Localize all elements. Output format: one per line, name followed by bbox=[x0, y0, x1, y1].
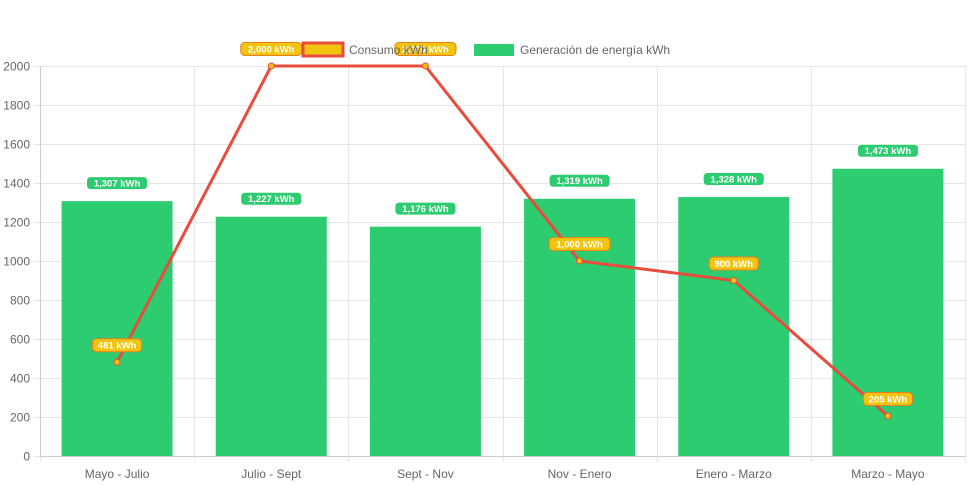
line-data-label: 1,000 kWh bbox=[556, 239, 603, 250]
line-data-label-bg bbox=[862, 392, 914, 407]
bar bbox=[832, 168, 944, 456]
bar-data-label-bg bbox=[86, 176, 149, 191]
line-point bbox=[267, 62, 275, 70]
line-point bbox=[884, 412, 892, 420]
y-tick-label: 2000 bbox=[3, 60, 30, 74]
line-data-label-bg bbox=[394, 42, 457, 56]
line-data-label: 2,000 kWh bbox=[248, 44, 295, 55]
bar bbox=[678, 197, 790, 457]
bar bbox=[61, 201, 173, 456]
data-labels: 1,307 kWh 1,227 kWh 1,176 kWh 1,319 kWh 1,32… bbox=[86, 42, 919, 407]
y-tick-label: 1400 bbox=[3, 177, 30, 191]
x-tick-label: Marzo - Mayo bbox=[851, 467, 925, 481]
y-tick-label: 600 bbox=[10, 333, 30, 347]
y-tick-label: 1600 bbox=[3, 138, 30, 152]
line-data-label-bg bbox=[91, 338, 143, 353]
line-data-label-bg bbox=[708, 256, 759, 271]
x-tick-label: Sept - Nov bbox=[397, 467, 454, 481]
line-data-label-bg bbox=[548, 237, 611, 251]
bar bbox=[369, 226, 481, 456]
bar-data-label: 1,176 kWh bbox=[402, 204, 449, 215]
chart-axes: 0 200 400 600 800 1000 1200 1400 1600 1800 2000 May… bbox=[3, 60, 965, 481]
bar bbox=[215, 216, 327, 456]
bar-data-label: 1,307 kWh bbox=[94, 179, 141, 190]
bar-data-label-bg bbox=[856, 143, 919, 158]
x-tick-label: Julio - Sept bbox=[241, 467, 302, 481]
x-tick-label: Enero - Marzo bbox=[696, 467, 772, 481]
line-series bbox=[113, 62, 892, 420]
line-data-label: 900 kWh bbox=[714, 259, 753, 270]
bar-data-label-bg bbox=[240, 191, 303, 206]
bar-data-label-bg bbox=[702, 172, 765, 187]
line-point bbox=[730, 277, 738, 284]
bar-data-label: 1,328 kWh bbox=[711, 174, 758, 185]
bar-data-label: 1,473 kWh bbox=[865, 146, 912, 157]
legend-label-generacion[interactable]: Generación de energía kWh bbox=[520, 43, 670, 57]
y-tick-label: 0 bbox=[23, 450, 30, 464]
y-tick-label: 800 bbox=[10, 294, 30, 308]
chart-legend: Consumo kWh Generación de energía kWh bbox=[301, 41, 670, 58]
bar-data-label: 1,227 kWh bbox=[248, 194, 295, 205]
x-tick-label: Nov - Enero bbox=[548, 467, 612, 481]
legend-label-consumo[interactable]: Consumo kWh bbox=[349, 43, 428, 57]
line-point bbox=[576, 257, 584, 265]
bar-data-label-bg bbox=[548, 173, 611, 188]
x-tick-label: Mayo - Julio bbox=[85, 467, 150, 481]
y-tick-label: 400 bbox=[10, 372, 30, 386]
y-tick-label: 1200 bbox=[3, 216, 30, 230]
legend-swatch-generacion[interactable] bbox=[474, 44, 514, 56]
line-point bbox=[113, 358, 121, 366]
y-tick-label: 200 bbox=[10, 411, 30, 425]
line-data-label: 2,000 kWh bbox=[402, 44, 449, 55]
line-point bbox=[421, 62, 429, 70]
legend-swatch-consumo[interactable] bbox=[301, 41, 345, 58]
y-tick-label: 1800 bbox=[3, 99, 30, 113]
bar-data-label: 1,319 kWh bbox=[556, 176, 603, 187]
bar-series bbox=[61, 168, 944, 457]
line-path bbox=[115, 64, 889, 418]
line-data-label: 205 kWh bbox=[869, 394, 908, 405]
chart-grid bbox=[34, 66, 966, 462]
y-tick-label: 1000 bbox=[3, 255, 30, 269]
line-data-label: 481 kWh bbox=[98, 341, 137, 352]
bar-data-label-bg bbox=[394, 201, 457, 216]
